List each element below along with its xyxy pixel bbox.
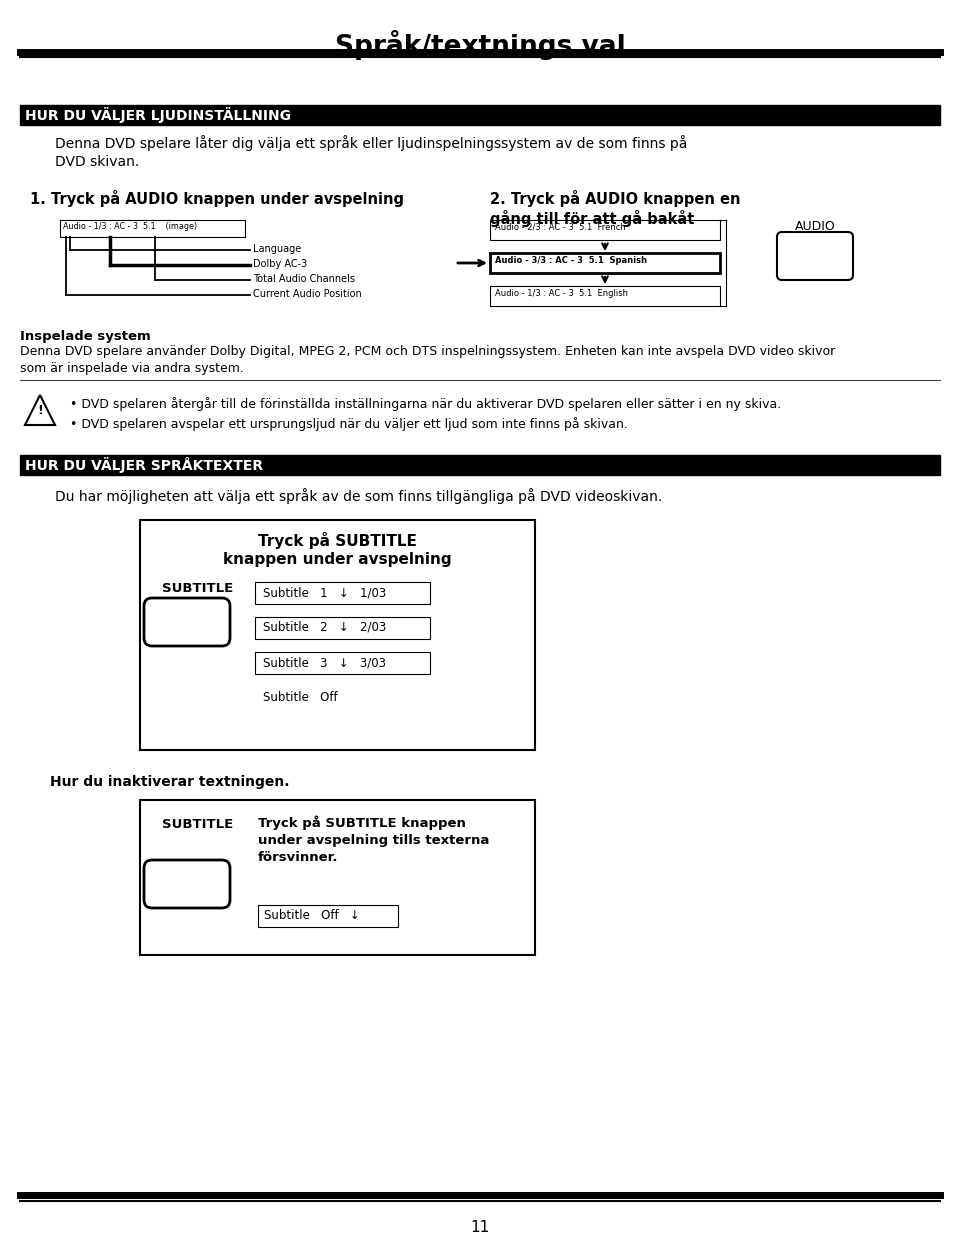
Text: SUBTITLE: SUBTITLE <box>162 582 233 595</box>
Text: Du har möjligheten att välja ett språk av de som finns tillgängliga på DVD video: Du har möjligheten att välja ett språk a… <box>55 488 662 504</box>
FancyBboxPatch shape <box>777 232 853 280</box>
Bar <box>60 220 245 236</box>
Text: Subtitle   3   ↓   3/03: Subtitle 3 ↓ 3/03 <box>263 656 386 669</box>
Text: Audio - 1/3 : AC - 3  5.1  English: Audio - 1/3 : AC - 3 5.1 English <box>495 288 628 298</box>
Bar <box>20 456 940 475</box>
Text: Denna DVD spelare använder Dolby Digital, MPEG 2, PCM och DTS inspelningssystem.: Denna DVD spelare använder Dolby Digital… <box>20 345 835 375</box>
Bar <box>255 652 430 673</box>
Bar <box>490 286 720 306</box>
Text: Subtitle   Off: Subtitle Off <box>263 691 338 704</box>
Bar <box>140 520 535 750</box>
Text: !: ! <box>37 404 43 417</box>
Text: Audio - 1/3 : AC - 3  5.1    (image): Audio - 1/3 : AC - 3 5.1 (image) <box>63 222 197 232</box>
Text: Subtitle   Off   ↓: Subtitle Off ↓ <box>264 909 360 922</box>
Text: Total Audio Channels: Total Audio Channels <box>253 274 355 284</box>
Bar <box>20 105 940 125</box>
Bar <box>255 617 430 639</box>
Text: SUBTITLE: SUBTITLE <box>162 818 233 831</box>
Text: Dolby AC-3: Dolby AC-3 <box>253 259 307 269</box>
FancyBboxPatch shape <box>144 598 230 646</box>
Text: • DVD spelaren avspelar ett ursprungsljud när du väljer ett ljud som inte finns : • DVD spelaren avspelar ett ursprungslju… <box>70 417 628 431</box>
Text: Språk/textnings val: Språk/textnings val <box>335 30 625 59</box>
Text: • DVD spelaren återgår till de förinställda inställningarna när du aktiverar DVD: • DVD spelaren återgår till de förinstäl… <box>70 397 781 411</box>
Polygon shape <box>25 395 55 425</box>
Text: Tryck på SUBTITLE knappen
under avspelning tills texterna
försvinner.: Tryck på SUBTITLE knappen under avspelni… <box>258 815 490 864</box>
FancyBboxPatch shape <box>144 860 230 907</box>
Bar <box>490 253 720 274</box>
Text: knappen under avspelning: knappen under avspelning <box>223 552 451 567</box>
Text: Hur du inaktiverar textningen.: Hur du inaktiverar textningen. <box>50 775 290 789</box>
Text: Audio - 3/3 : AC - 3  5.1  Spanish: Audio - 3/3 : AC - 3 5.1 Spanish <box>495 256 647 265</box>
Text: HUR DU VÄLJER LJUDINSTÄLLNING: HUR DU VÄLJER LJUDINSTÄLLNING <box>25 106 291 123</box>
Bar <box>258 905 398 927</box>
Text: Subtitle   2   ↓   2/03: Subtitle 2 ↓ 2/03 <box>263 621 386 634</box>
Text: Denna DVD spelare låter dig välja ett språk eller ljudinspelningssystem av de so: Denna DVD spelare låter dig välja ett sp… <box>55 135 687 170</box>
Text: Inspelade system: Inspelade system <box>20 331 151 343</box>
Text: 11: 11 <box>470 1219 490 1236</box>
Bar <box>255 582 430 604</box>
Text: Tryck på SUBTITLE: Tryck på SUBTITLE <box>257 532 417 548</box>
Text: Audio - 2/3 : AC - 3  5.1  French: Audio - 2/3 : AC - 3 5.1 French <box>495 223 626 232</box>
Bar <box>140 800 535 954</box>
Text: Current Audio Position: Current Audio Position <box>253 288 362 300</box>
Text: Language: Language <box>253 244 301 254</box>
Text: Subtitle   1   ↓   1/03: Subtitle 1 ↓ 1/03 <box>263 586 386 599</box>
Text: 2. Tryck på AUDIO knappen en
gång till för att gå bakåt: 2. Tryck på AUDIO knappen en gång till f… <box>490 189 740 227</box>
Text: AUDIO: AUDIO <box>795 220 835 233</box>
Text: HUR DU VÄLJER SPRÅKTEXTER: HUR DU VÄLJER SPRÅKTEXTER <box>25 457 263 473</box>
Bar <box>490 220 720 240</box>
Text: 1. Tryck på AUDIO knappen under avspelning: 1. Tryck på AUDIO knappen under avspelni… <box>30 189 404 207</box>
